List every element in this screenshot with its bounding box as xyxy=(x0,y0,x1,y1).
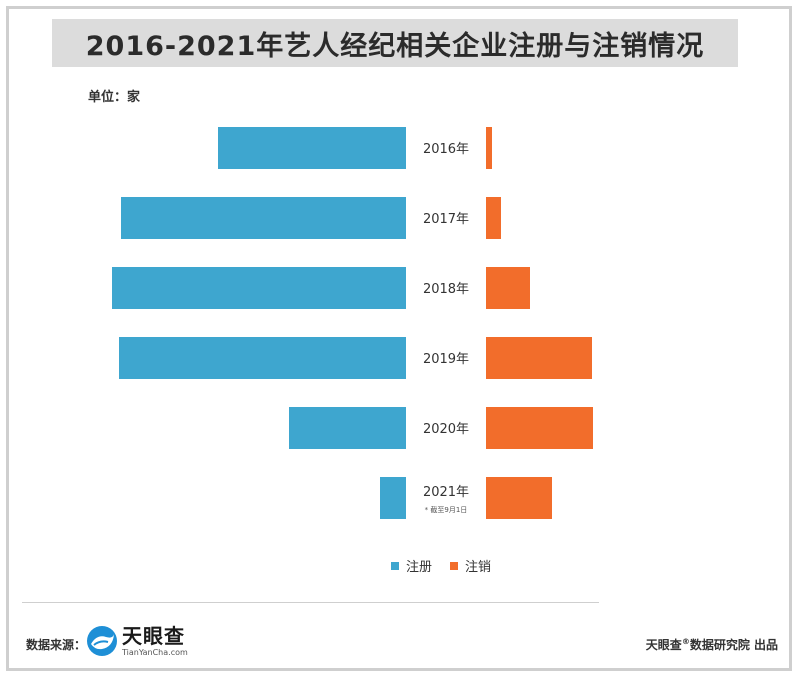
bar-registered-1 xyxy=(121,197,406,239)
credit-text: 天眼查®数据研究院 出品 xyxy=(646,636,778,653)
bar-cancelled-1 xyxy=(486,197,501,239)
legend-swatch-cancelled xyxy=(450,561,459,570)
credit-brand: 天眼查 xyxy=(645,638,682,652)
registered-mark: ® xyxy=(681,637,690,646)
credit-rest: 数据研究院 出品 xyxy=(689,638,778,652)
source-label: 数据来源： xyxy=(26,638,87,652)
butterfly-bar-chart: 2016年 2017年 2018年 2019年 2020年 2021年 * 截至9月1日 xyxy=(112,112,593,532)
bar-cancelled-0 xyxy=(486,127,492,169)
category-label-4: 2020年 xyxy=(423,422,469,437)
category-label-2: 2018年 xyxy=(423,282,469,297)
category-label-1: 2017年 xyxy=(423,212,469,227)
category-label-5: 2021年 xyxy=(423,485,469,500)
footer-divider xyxy=(22,602,599,603)
legend-item-cancelled: 注销 xyxy=(450,556,491,575)
bar-registered-4 xyxy=(289,407,406,449)
category-label-column xyxy=(406,112,486,532)
category-label-3: 2019年 xyxy=(423,352,469,367)
bar-cancelled-2 xyxy=(486,267,530,309)
unit-label: 单位：家 xyxy=(88,90,141,105)
chart-title: 2016-2021年艺人经纪相关企业注册与注销情况 xyxy=(52,19,738,67)
logo-text-en: TianYanCha.com xyxy=(122,647,188,657)
bar-registered-3 xyxy=(119,337,406,379)
legend-item-registered: 注册 xyxy=(391,556,432,575)
bar-registered-5 xyxy=(380,477,406,519)
tianyancha-logo-icon xyxy=(87,626,117,656)
category-note-5: * 截至9月1日 xyxy=(425,505,468,514)
bar-cancelled-5 xyxy=(486,477,552,519)
legend-label-registered: 注册 xyxy=(406,560,433,575)
legend-label-cancelled: 注销 xyxy=(465,560,492,575)
category-label-0: 2016年 xyxy=(423,142,469,157)
tianyancha-logo: 天眼查 TianYanCha.com xyxy=(86,625,188,657)
bar-cancelled-4 xyxy=(486,407,593,449)
legend: 注册 注销 xyxy=(391,556,509,575)
logo-text-cn: 天眼查 xyxy=(122,623,185,648)
bar-registered-0 xyxy=(218,127,406,169)
legend-swatch-registered xyxy=(391,561,399,570)
bar-registered-2 xyxy=(112,267,406,309)
bar-cancelled-3 xyxy=(486,337,592,379)
